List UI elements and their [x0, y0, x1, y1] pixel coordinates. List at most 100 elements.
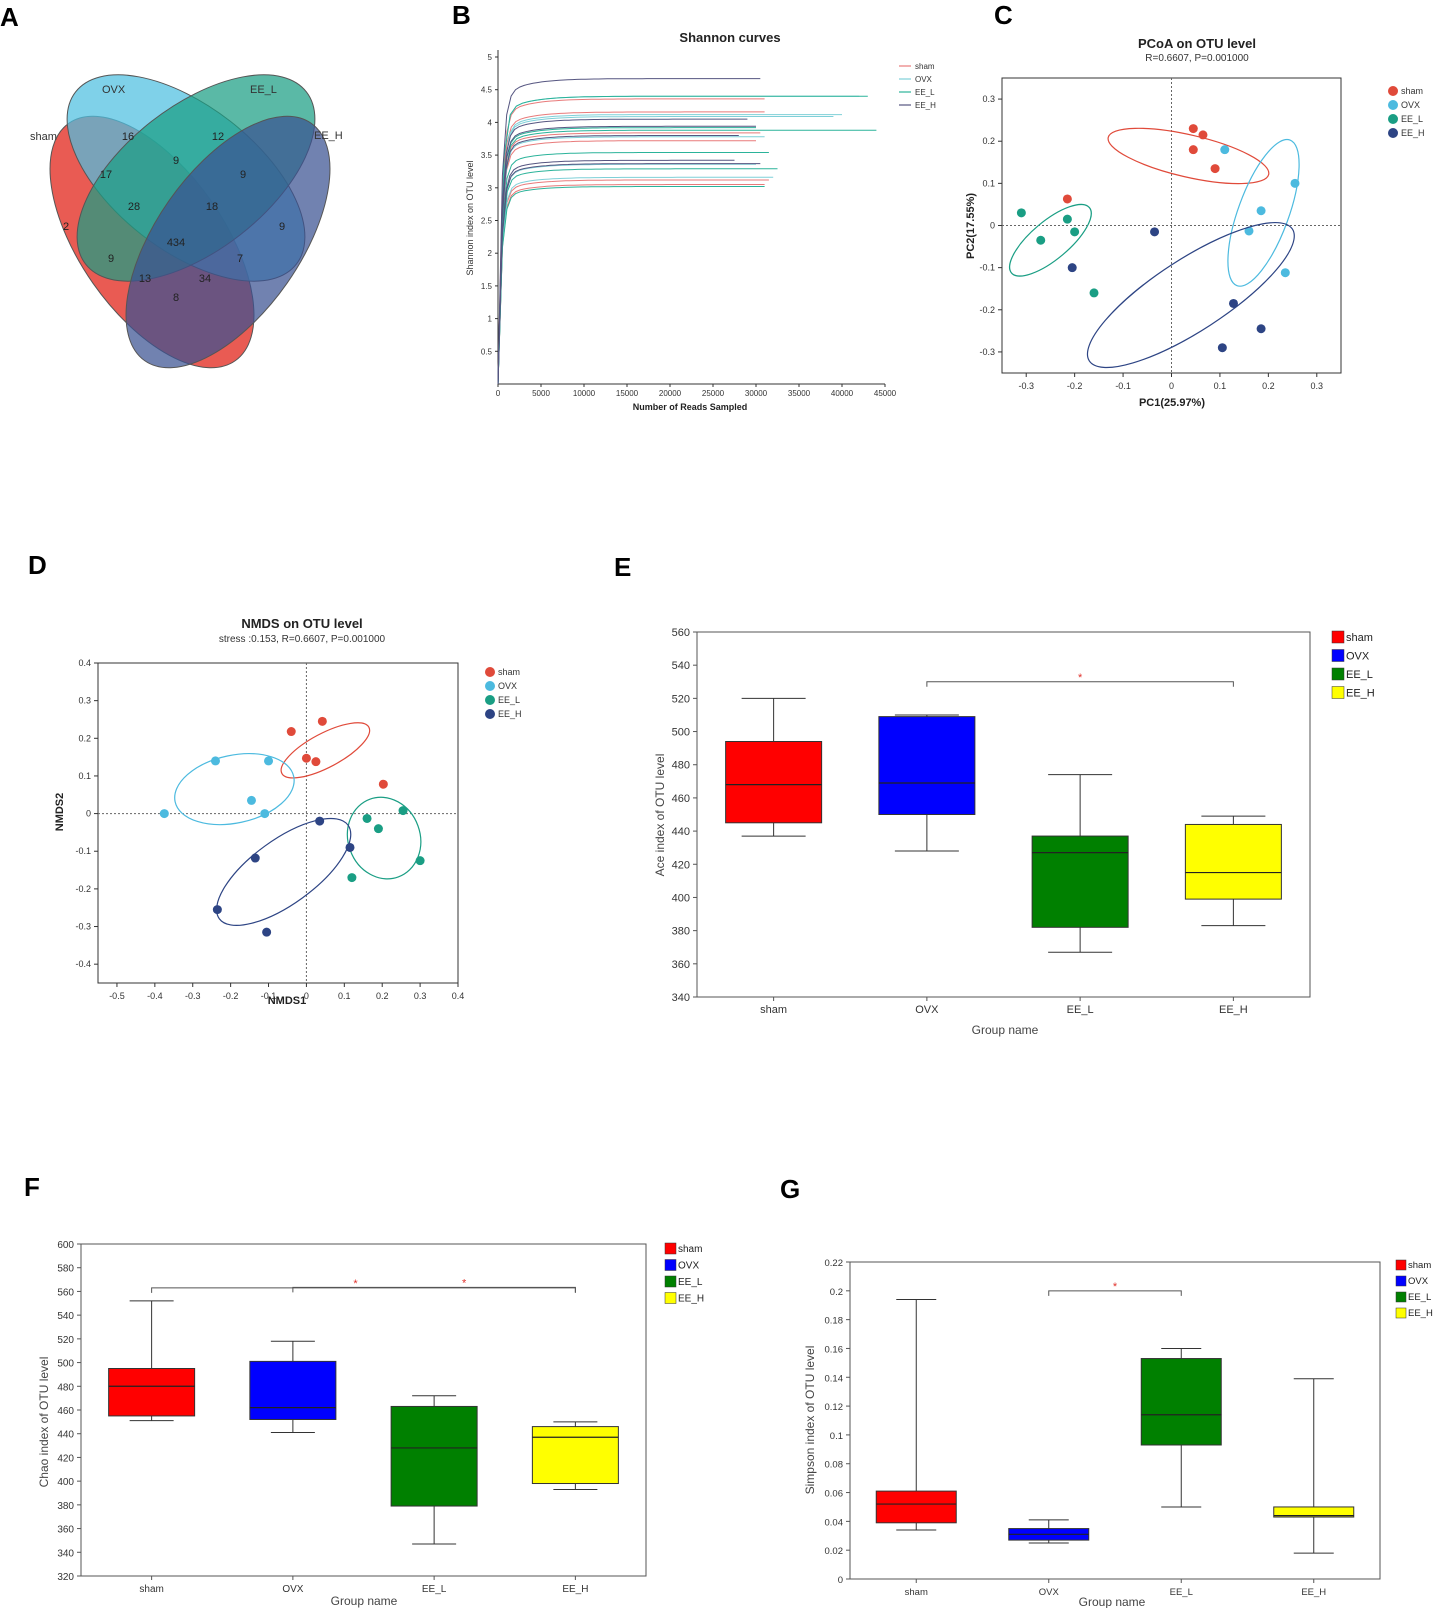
simpson-y-tick-label: 0.14: [825, 1373, 844, 1384]
ace-box-ee_l: [1031, 835, 1129, 928]
shannon-curve-ovx: [497, 163, 756, 385]
shannon-x-tick-label: 10000: [573, 389, 596, 398]
nmds-ellipse-sham: [280, 722, 371, 779]
nmds-y-tick-label: 0: [86, 809, 91, 819]
shannon-x-tick-label: 45000: [874, 389, 897, 398]
shannon-curve-sham: [497, 98, 765, 385]
pcoa-point-sham: [1188, 124, 1198, 134]
shannon-x-tick-label: 0: [496, 389, 501, 398]
simpson-y-label: Simpson index of OTU level: [803, 1346, 817, 1495]
simpson-significance-bracket: [1048, 1290, 1182, 1296]
chao-legend-label-ovx: OVX: [678, 1261, 699, 1272]
pcoa-point-ovx: [1256, 206, 1266, 216]
chao-significance-bracket: [292, 1286, 576, 1293]
simpson-legend-swatch-sham: [1395, 1259, 1407, 1271]
shannon-y-tick-label: 2.5: [481, 217, 493, 226]
nmds-point-ovx: [264, 756, 274, 766]
ace-x-tick-label-ovx: OVX: [915, 1004, 939, 1016]
simpson-y-tick-label: 0.22: [825, 1258, 844, 1269]
pcoa-point-ee_h: [1228, 298, 1238, 308]
simpson-y-tick-label: 0.06: [825, 1489, 844, 1500]
nmds-x-tick-label: 0.2: [376, 991, 389, 1001]
nmds-x-tick-label: 0.4: [452, 991, 465, 1001]
pcoa-point-ee_h: [1150, 227, 1160, 237]
nmds-title: NMDS on OTU level: [241, 616, 362, 631]
pcoa-x-tick-label: 0.3: [1311, 381, 1324, 391]
shannon-curve-ovx: [497, 95, 860, 385]
ace-x-label: Group name: [972, 1023, 1039, 1037]
chao-legend-label-ee_l: EE_L: [678, 1277, 703, 1288]
ace-x-tick-label-ee_h: EE_H: [1219, 1004, 1248, 1016]
ace-y-tick-label: 380: [672, 926, 690, 938]
shannon-x-tick-label: 25000: [702, 389, 725, 398]
ace-y-tick-label: 520: [672, 693, 690, 705]
ace-plot-frame: [696, 631, 1311, 998]
nmds-y-label: NMDS2: [54, 793, 66, 832]
chao-box-ee_h: [531, 1426, 619, 1485]
nmds-legend-label-ee_h: EE_H: [498, 709, 522, 719]
shannon-y-tick-label: 1.5: [481, 282, 493, 291]
venn-count-eel_eeh: 9: [240, 169, 246, 181]
pcoa-legend-label-ovx: OVX: [1401, 100, 1420, 110]
ace-significance-bracket: [926, 681, 1234, 687]
chao-x-label: Group name: [331, 1594, 398, 1608]
ace-y-tick-label: 460: [672, 793, 690, 805]
shannon-x-tick-label: 5000: [532, 389, 550, 398]
nmds-point-ovx: [159, 809, 169, 819]
nmds-plot-frame: [97, 662, 459, 984]
venn-count-ovx_only: 16: [122, 131, 134, 143]
ace-y-tick-label: 480: [672, 760, 690, 772]
simpson-x-label: Group name: [1079, 1595, 1146, 1608]
shannon-curve-ee_l: [497, 186, 765, 385]
nmds-point-ee_l: [362, 813, 372, 823]
simpson-y-tick-label: 0.02: [825, 1546, 844, 1557]
panel-label-c: C: [994, 0, 1013, 30]
nmds-point-sham: [317, 716, 327, 726]
ace-y-tick-label: 420: [672, 859, 690, 871]
nmds-x-label: NMDS1: [268, 995, 307, 1007]
shannon-curve-ee_l: [497, 127, 756, 385]
pcoa-point-sham: [1062, 194, 1072, 204]
nmds-point-sham: [311, 757, 321, 767]
ace-y-tick-label: 440: [672, 826, 690, 838]
venn-label-ovx: OVX: [102, 84, 126, 96]
shannon-curve-sham: [497, 179, 769, 385]
venn-count-ovx_eel: 9: [173, 155, 179, 167]
shannon-curve-ee_l: [497, 168, 778, 385]
chao-y-tick-label: 560: [57, 1287, 74, 1298]
nmds-y-tick-label: -0.2: [75, 884, 91, 894]
shannon-y-tick-label: 3: [488, 184, 493, 193]
nmds-legend-label-sham: sham: [498, 667, 520, 677]
nmds-legend-dot-ovx: [485, 681, 495, 691]
simpson-legend-swatch-ovx: [1395, 1275, 1407, 1287]
chao-legend-swatch-sham: [664, 1242, 677, 1255]
pcoa-legend-label-ee_l: EE_L: [1401, 114, 1423, 124]
pcoa-x-tick-label: 0: [1169, 381, 1174, 391]
shannon-y-label: Shannon index on OTU level: [465, 160, 475, 275]
pcoa-point-ovx: [1220, 145, 1230, 155]
pcoa-point-ovx: [1244, 226, 1254, 236]
shannon-curve-ovx: [497, 136, 765, 385]
nmds-y-tick-label: -0.4: [75, 959, 91, 969]
nmds-legend-label-ovx: OVX: [498, 681, 517, 691]
ace-legend-label-ee_h: EE_H: [1346, 688, 1375, 700]
pcoa-point-ee_l: [1070, 227, 1080, 237]
nmds-x-tick-label: -0.3: [185, 991, 201, 1001]
nmds-point-ee_h: [212, 905, 222, 915]
nmds-legend-dot-sham: [485, 667, 495, 677]
nmds-y-tick-label: -0.3: [75, 922, 91, 932]
simpson-box-sham: [875, 1490, 957, 1524]
chao-box-sham: [108, 1368, 196, 1417]
pcoa-point-ee_l: [1016, 208, 1026, 218]
pcoa-y-tick-label: 0.1: [982, 178, 995, 188]
shannon-curve-sham: [497, 132, 761, 385]
ace-legend-label-ee_l: EE_L: [1346, 669, 1373, 681]
pcoa-legend-dot-ee_l: [1388, 114, 1398, 124]
pcoa-point-sham: [1210, 164, 1220, 174]
nmds-ellipse-ovx: [174, 753, 295, 826]
nmds-subtitle: stress :0.153, R=0.6607, P=0.001000: [219, 634, 386, 645]
simpson-plot-frame: [849, 1261, 1381, 1580]
shannon-curve-sham: [497, 111, 765, 385]
chao-box-ee_l: [390, 1405, 478, 1507]
nmds-x-tick-label: -0.5: [109, 991, 125, 1001]
